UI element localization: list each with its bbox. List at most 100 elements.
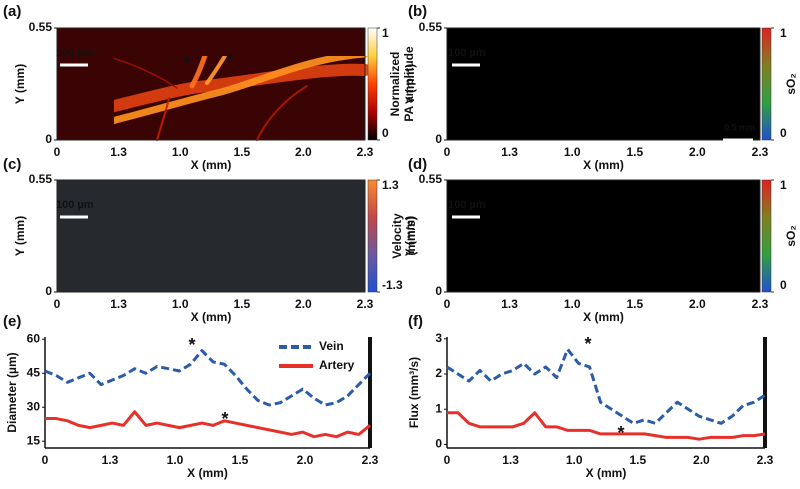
colorbar-tick-label: 1: [780, 178, 787, 192]
colorbar-tick-label: 1.3: [382, 178, 399, 192]
colorbar-label: PA amplitude: [402, 46, 416, 122]
x-tick-label: 1.3: [501, 297, 518, 311]
y-axis-label: Y (mm): [403, 64, 417, 104]
y-tick-label: 0: [435, 437, 442, 451]
annotation: *: [221, 409, 228, 429]
y-tick-label: 0: [435, 132, 442, 146]
x-tick-label: 2.0: [297, 453, 314, 467]
annotation: *: [226, 50, 233, 70]
colorbar-tick-label: 0: [382, 126, 389, 140]
image-background: [447, 180, 760, 292]
image-background: [447, 28, 760, 140]
scale-bar-label: 0.5 mm: [724, 122, 755, 132]
vessel: [114, 63, 371, 113]
x-tick-label: 1.3: [501, 145, 518, 159]
x-tick-label: 1.3: [102, 453, 119, 467]
y-tick-label: 1: [435, 401, 442, 415]
plot-frame: [56, 179, 366, 293]
y-tick-label: 3: [435, 331, 442, 345]
x-tick-label: 1.5: [629, 453, 646, 467]
vessel: [156, 97, 170, 141]
colorbar-tick-label: 0: [780, 126, 787, 140]
x-tick-label: 2.3: [757, 453, 774, 467]
panel-label: (a): [3, 3, 21, 20]
legend-label: Artery: [319, 358, 355, 372]
x-tick-label: 1.0: [172, 145, 189, 159]
x-tick-label: 1.5: [626, 145, 643, 159]
annotation: *: [183, 53, 190, 73]
vessel: [256, 85, 308, 141]
y-tick-label: 60: [27, 331, 41, 345]
y-tick-label: 0: [435, 284, 442, 298]
image-background: [57, 180, 365, 292]
x-tick-label: 2.3: [357, 297, 374, 311]
x-tick-label: 0: [54, 297, 61, 311]
annotation: *: [584, 334, 591, 354]
y-tick-label: 0.55: [419, 20, 443, 34]
colorbar-label: sO₂: [784, 73, 798, 94]
x-tick-label: 2.3: [752, 145, 769, 159]
colorbar-label: Velocity: [390, 213, 404, 259]
colorbar: [761, 27, 772, 141]
line-series: [447, 411, 766, 441]
plot-frame: [446, 27, 761, 141]
legend-label: Vein: [319, 339, 344, 353]
x-tick-label: 0: [444, 145, 451, 159]
x-axis-label: X (mm): [187, 466, 228, 480]
x-tick-label: 0: [54, 145, 61, 159]
x-tick-label: 2.0: [689, 145, 706, 159]
x-tick-label: 2.3: [357, 145, 374, 159]
line-series: [446, 347, 766, 425]
colorbar-tick-label: -1.3: [382, 278, 403, 292]
plot-frame: [56, 27, 366, 141]
vessel: [205, 56, 228, 85]
x-tick-label: 2.3: [752, 297, 769, 311]
x-tick-label: 1.5: [233, 145, 250, 159]
y-tick-label: 2: [435, 366, 442, 380]
scale-bar-label: 100 µm: [56, 47, 94, 59]
colorbar-tick-label: 1: [382, 26, 389, 40]
y-tick-label: 0: [45, 132, 52, 146]
y-axis-label: Diameter (µm): [5, 352, 19, 432]
y-axis-label: Y (mm): [13, 64, 27, 104]
vessel-image: [114, 56, 371, 141]
x-axis-label: X (mm): [583, 158, 624, 172]
y-tick-label: 30: [27, 399, 41, 413]
x-tick-label: 2.0: [689, 297, 706, 311]
line-series: [45, 410, 371, 439]
plot-frame: [446, 179, 761, 293]
annotation: *: [617, 423, 624, 443]
x-tick-label: 1.0: [564, 297, 581, 311]
colorbar: [367, 179, 378, 293]
x-tick-label: 2.3: [362, 453, 379, 467]
panel-label: (f): [408, 313, 423, 330]
scale-bar-label: 100 µm: [448, 199, 486, 211]
x-axis-label: X (mm): [191, 158, 232, 172]
x-tick-label: 2.0: [295, 145, 312, 159]
y-tick-label: 0.55: [29, 172, 53, 186]
y-tick-label: 0.55: [29, 20, 53, 34]
y-tick-label: 45: [27, 365, 41, 379]
colorbar-label: Normalized: [388, 52, 402, 117]
x-axis-label: X (mm): [583, 310, 624, 324]
x-axis-label: X (mm): [586, 466, 627, 480]
y-tick-label: 0: [45, 284, 52, 298]
x-tick-label: 1.0: [167, 453, 184, 467]
x-tick-label: 1.3: [110, 145, 127, 159]
colorbar-tick-label: 0: [780, 278, 787, 292]
vessel: [114, 57, 178, 89]
y-axis-label: Flux (mm³/s): [407, 357, 421, 428]
line-series: [44, 349, 372, 407]
x-tick-label: 2.0: [295, 297, 312, 311]
panel-label: (b): [408, 3, 427, 20]
scale-bar-label: 100 µm: [448, 47, 486, 59]
panel-label: (d): [408, 156, 427, 173]
scale-bar-label: 100 µm: [56, 199, 94, 211]
x-tick-label: 1.0: [564, 145, 581, 159]
y-axis-label: Y (mm): [13, 216, 27, 256]
y-axis-label: Y (mm): [403, 216, 417, 256]
colorbar: [761, 179, 772, 293]
x-tick-label: 0: [444, 453, 451, 467]
y-tick-label: 15: [27, 433, 41, 447]
